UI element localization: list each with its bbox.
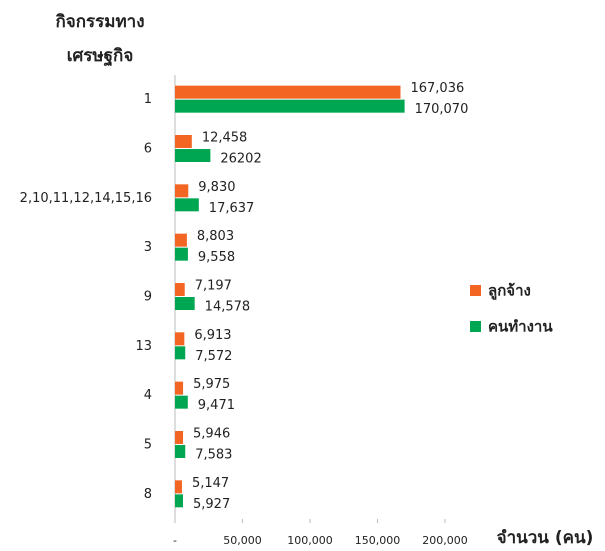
bar bbox=[175, 494, 184, 508]
value-label: 5,975 bbox=[193, 377, 230, 392]
x-tick-label: 200,000 bbox=[422, 534, 468, 547]
value-label: 26202 bbox=[220, 152, 261, 167]
bar bbox=[175, 99, 405, 113]
y-axis-title: กิจกรรมทาง bbox=[55, 12, 144, 32]
value-label: 9,830 bbox=[198, 180, 235, 195]
bar bbox=[175, 85, 401, 99]
y-tick-label: 3 bbox=[144, 240, 152, 255]
bar bbox=[175, 135, 192, 148]
bar bbox=[175, 431, 184, 444]
bar bbox=[175, 480, 182, 494]
value-label: 6,913 bbox=[194, 328, 231, 343]
value-label: 9,471 bbox=[198, 398, 235, 413]
y-tick-label: 1 bbox=[144, 92, 152, 107]
value-label: 170,070 bbox=[415, 102, 469, 117]
bar bbox=[175, 198, 199, 212]
value-label: 5,147 bbox=[192, 476, 229, 491]
y-tick-label: 8 bbox=[144, 487, 152, 502]
y-tick-label: 13 bbox=[135, 339, 152, 354]
y-tick-label: 4 bbox=[144, 388, 152, 403]
bar bbox=[175, 247, 188, 261]
x-tick-label: - bbox=[173, 534, 177, 547]
y-tick-label: 9 bbox=[144, 290, 152, 305]
value-label: 167,036 bbox=[410, 81, 464, 96]
bar bbox=[175, 445, 186, 458]
bar bbox=[175, 283, 185, 296]
bar bbox=[175, 395, 188, 409]
x-tick-label: 150,000 bbox=[355, 534, 401, 547]
value-label: 12,458 bbox=[202, 131, 248, 146]
value-label: 7,197 bbox=[195, 279, 232, 294]
x-tick-label: 50,000 bbox=[223, 534, 262, 547]
legend-label: คนทำงาน bbox=[488, 318, 553, 336]
value-label: 9,558 bbox=[198, 250, 235, 265]
x-axis-title: จำนวน (คน) bbox=[497, 528, 594, 548]
bar bbox=[175, 332, 185, 346]
x-tick-label: 100,000 bbox=[287, 534, 333, 547]
value-label: 8,803 bbox=[197, 229, 234, 244]
y-tick-label: 5 bbox=[144, 438, 152, 453]
bar bbox=[175, 149, 211, 162]
y-axis-title: เศรษฐกิจ bbox=[67, 46, 134, 67]
bar bbox=[175, 381, 184, 395]
y-tick-label: 6 bbox=[144, 142, 152, 157]
legend-label: ลูกจ้าง bbox=[488, 282, 531, 301]
bar bbox=[175, 184, 189, 198]
bar bbox=[175, 297, 195, 310]
value-label: 5,927 bbox=[193, 497, 230, 512]
value-label: 5,946 bbox=[193, 427, 230, 442]
legend-swatch bbox=[470, 321, 481, 332]
y-tick-label: 2,10,11,12,14,15,16 bbox=[20, 191, 152, 206]
value-label: 7,583 bbox=[195, 448, 232, 463]
legend-swatch bbox=[470, 285, 481, 296]
bar bbox=[175, 346, 186, 360]
value-label: 17,637 bbox=[209, 201, 255, 216]
value-label: 7,572 bbox=[195, 349, 232, 364]
bar bbox=[175, 233, 187, 247]
value-label: 14,578 bbox=[205, 300, 251, 315]
